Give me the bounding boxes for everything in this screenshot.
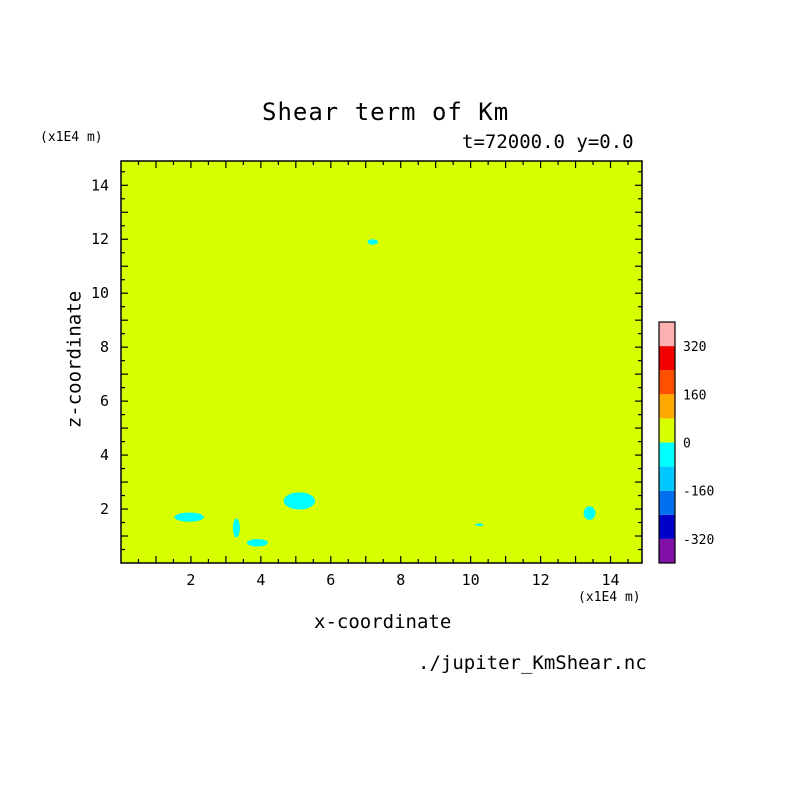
x-tick-label: 8 bbox=[396, 571, 405, 589]
colorbar-label: 160 bbox=[683, 388, 706, 403]
negative-region bbox=[232, 518, 240, 538]
chart-title: Shear term of Km bbox=[262, 98, 510, 126]
y-tick-label: 2 bbox=[100, 500, 109, 518]
colorbar-label: -160 bbox=[683, 485, 714, 500]
colorbar-label: -320 bbox=[683, 533, 714, 548]
file-name: ./jupiter_KmShear.nc bbox=[418, 652, 647, 674]
y-unit-label: (x1E4 m) bbox=[40, 130, 103, 145]
x-axis-label: x-coordinate bbox=[314, 611, 452, 633]
y-tick-label: 10 bbox=[91, 284, 109, 302]
y-tick-label: 4 bbox=[100, 446, 109, 464]
negative-region bbox=[367, 239, 379, 245]
colorbar-swatch bbox=[659, 490, 675, 515]
colorbar-swatch bbox=[659, 466, 675, 491]
x-tick-label: 4 bbox=[256, 571, 265, 589]
colorbar-frame bbox=[658, 321, 676, 564]
y-tick-label: 12 bbox=[91, 230, 109, 248]
colorbar-swatch bbox=[659, 370, 675, 395]
negative-region bbox=[475, 523, 484, 527]
x-tick-label: 10 bbox=[462, 571, 480, 589]
colorbar-swatch bbox=[659, 442, 675, 467]
negative-region bbox=[246, 538, 268, 547]
colorbar-swatch bbox=[659, 538, 675, 563]
colorbar-label: 0 bbox=[683, 437, 691, 452]
negative-region bbox=[174, 512, 204, 522]
negative-region bbox=[583, 506, 596, 520]
x-tick-label: 6 bbox=[326, 571, 335, 589]
colorbar-swatch bbox=[659, 322, 675, 347]
field-background bbox=[121, 161, 642, 563]
y-tick-label: 14 bbox=[91, 176, 109, 194]
x-tick-label: 12 bbox=[532, 571, 550, 589]
negative-region bbox=[283, 492, 316, 510]
chart-subtitle: t=72000.0 y=0.0 bbox=[462, 131, 634, 153]
colorbar-swatch bbox=[659, 418, 675, 443]
x-tick-label: 2 bbox=[186, 571, 195, 589]
colorbar-swatch bbox=[659, 394, 675, 419]
x-tick-label: 14 bbox=[601, 571, 619, 589]
colorbar-swatch bbox=[659, 346, 675, 371]
colorbar-label: 320 bbox=[683, 340, 706, 355]
y-tick-label: 6 bbox=[100, 392, 109, 410]
y-tick-label: 8 bbox=[100, 338, 109, 356]
plot-frame bbox=[120, 160, 643, 564]
x-unit-label: (x1E4 m) bbox=[578, 590, 641, 605]
colorbar-swatch bbox=[659, 514, 675, 539]
